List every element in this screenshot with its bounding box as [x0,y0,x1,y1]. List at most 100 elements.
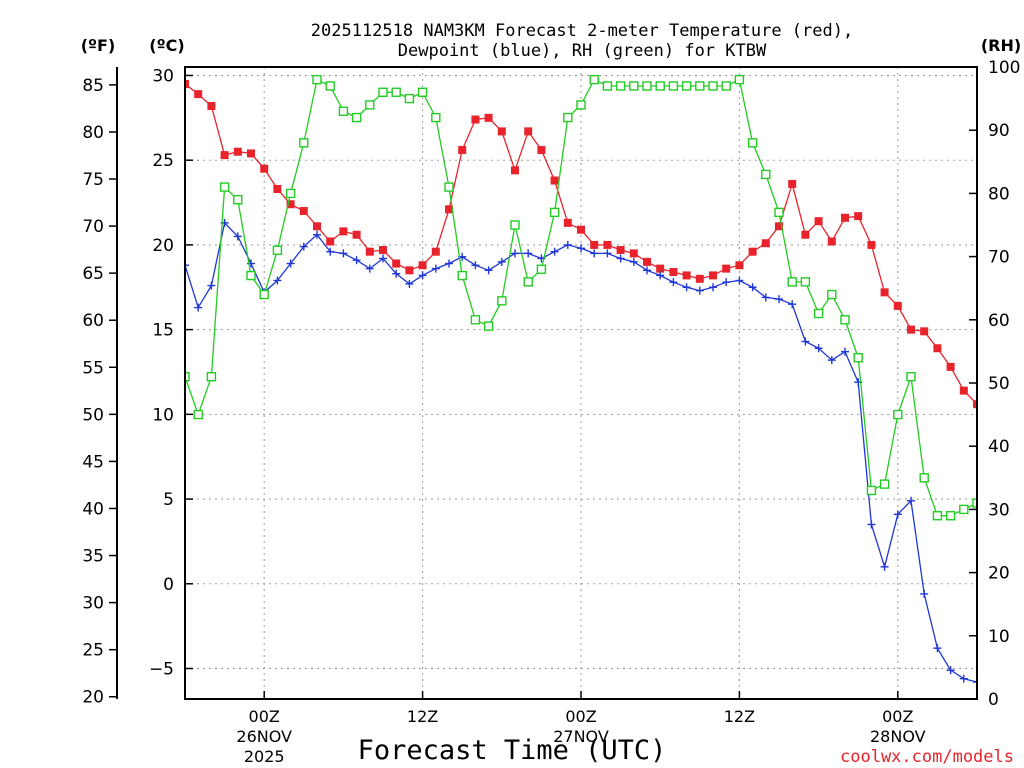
dewpoint-point [814,344,823,353]
dewpoint-point [299,242,308,251]
rh-point [457,270,467,281]
2-meter-temperature-point [841,213,849,222]
2-meter-temperature-point [563,218,572,227]
celsius-tick-label: 25 [152,151,174,171]
fahrenheit-tick-label: 60 [82,311,104,331]
rh-point [800,277,811,287]
series-layer [185,74,977,687]
dewpoint-point [313,230,321,239]
2-meter-temperature-point [920,327,929,336]
dewpoint-point [431,264,440,273]
2-meter-temperature-point [260,164,269,173]
2-meter-temperature-point [445,205,453,214]
dewpoint-point [326,247,335,256]
2-meter-temperature-point [339,227,348,236]
rh-point [602,81,613,91]
rh-point [272,245,283,255]
dewpoint-point [946,666,955,675]
rh-tick-label: 80 [988,184,1010,204]
fahrenheit-tick-label: 35 [82,547,104,567]
rh-point [576,100,586,110]
2-meter-temperature-point [365,247,374,256]
rh-point [325,81,335,91]
chart-title-line1: 2025112518 NAM3KM Forecast 2-meter Tempe… [311,21,853,41]
dewpoint-point [669,278,678,287]
2-meter-temperature-point [511,166,519,175]
dewpoint-point [893,510,902,519]
dewpoint-point [577,244,585,253]
2-meter-temperature-point [709,271,717,280]
2-meter-temperature-point [933,344,942,353]
dewpoint-point [365,264,374,273]
chart-title-line2: Dewpoint (blue), RH (green) for KTBW [398,41,767,61]
2-meter-temperature-point [299,207,308,216]
2-meter-temperature-point [656,264,665,273]
rh-point [391,87,401,97]
rh-point [563,112,573,123]
dewpoint-point [788,300,797,309]
2-meter-temperature-point [405,266,414,275]
dewpoint-point [656,271,665,280]
fahrenheit-tick-label: 85 [82,76,104,96]
dewpoint-point [286,259,295,268]
x-tick-label: 00Z [882,707,913,726]
rh-point [338,106,349,116]
dewpoint-point [524,249,533,258]
x-tick-label: 12Z [407,707,438,726]
2-meter-temperature-point [471,115,480,124]
2-meter-temperature-point [392,259,401,268]
rh-tick-label: 100 [988,58,1020,78]
2-meter-temperature-point [735,261,744,270]
fahrenheit-tick-label: 65 [82,264,104,284]
x-tick-label: 12Z [724,707,755,726]
2-meter-temperature-point [854,212,863,221]
rh-point [615,81,626,91]
rh-point [893,409,903,420]
rh-point [629,81,639,91]
dewpoint-point [352,256,361,265]
2-meter-temperature-point [893,301,902,310]
dewpoint-point [590,249,599,258]
rh-point [365,100,375,110]
2-meter-temperature-point [286,200,295,209]
fahrenheit-tick-label: 30 [82,594,104,614]
fahrenheit-tick-label: 40 [82,499,104,519]
rh-point [655,81,665,91]
x-axis-title: Forecast Time (UTC) [358,735,667,766]
2-meter-temperature-point [458,146,467,155]
rh-point [185,371,190,382]
rh-point [193,409,203,420]
2-meter-temperature-point [907,325,915,334]
2-meter-temperature-point [431,247,440,256]
rh-point [813,308,824,319]
rh-point [668,81,679,91]
2-meter-temperature-point [524,127,533,136]
2-meter-temperature-point [669,268,678,277]
2-meter-temperature-point [273,184,282,193]
dewpoint-point [973,678,977,687]
2-meter-temperature-point [550,176,559,185]
2-meter-temperature-point [484,113,493,122]
x-tick-date: 26NOV [236,727,292,746]
2-meter-temperature-point [418,261,427,270]
rh-tick-label: 50 [988,374,1010,394]
rh-point [879,479,890,489]
rh-point [536,264,547,274]
2-meter-temperature-point [603,240,612,249]
dewpoint-point [497,257,506,266]
rh-point [721,81,731,91]
dewpoint-point [682,283,691,292]
rh-point [827,289,837,300]
2-meter-temperature-point [629,249,638,258]
rh-point [589,74,599,85]
dewpoint-point [445,259,453,268]
dewpoint-point [563,240,572,249]
rh-point [919,473,929,483]
dewpoint-point [273,276,282,285]
2-meter-temperature-point [185,79,189,88]
rh-tick-label: 20 [988,564,1010,584]
rh-point [549,207,560,218]
rh-point [378,87,388,97]
rh-tick-label: 0 [988,690,999,710]
